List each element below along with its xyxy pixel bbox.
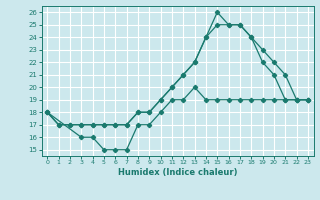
X-axis label: Humidex (Indice chaleur): Humidex (Indice chaleur) <box>118 168 237 177</box>
